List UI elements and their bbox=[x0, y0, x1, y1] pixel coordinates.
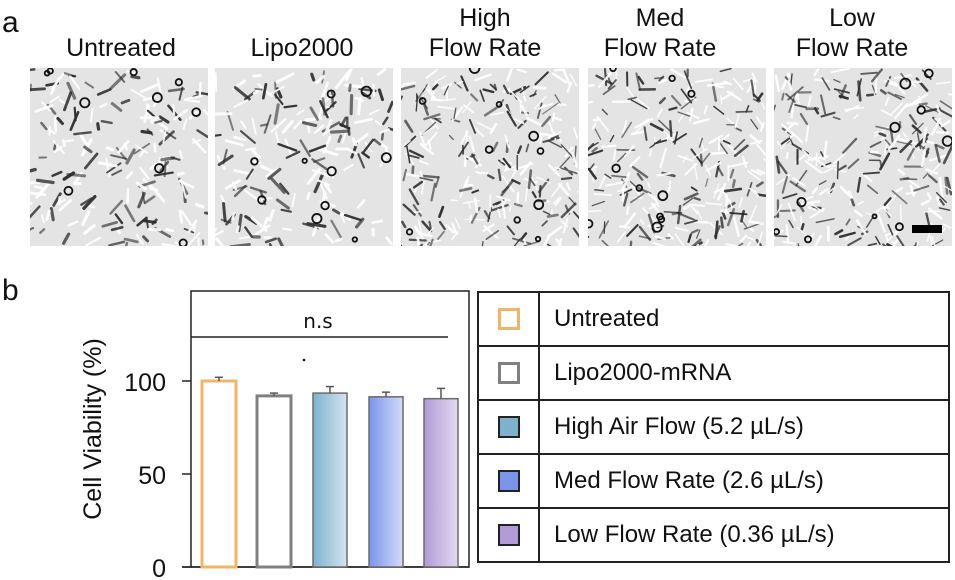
image-title-line: Untreated bbox=[66, 34, 176, 62]
bar bbox=[255, 394, 293, 569]
micrograph-texture bbox=[588, 68, 766, 246]
micrograph-texture bbox=[774, 68, 952, 246]
y-tick-label: 0 bbox=[152, 555, 166, 580]
image-title-line: Lipo2000 bbox=[250, 34, 354, 62]
legend-swatch-cell bbox=[479, 455, 540, 507]
legend-swatch-cell bbox=[479, 293, 540, 345]
legend-item: High Air Flow (5.2 µL/s) bbox=[479, 401, 948, 455]
bar bbox=[368, 396, 404, 568]
image-title-high-flow: High Flow Rate bbox=[390, 3, 580, 63]
micrograph-texture bbox=[30, 68, 208, 246]
y-tick-label: 50 bbox=[138, 462, 166, 490]
legend-item: Low Flow Rate (0.36 µL/s) bbox=[479, 509, 948, 561]
micrograph-texture bbox=[401, 68, 579, 246]
panel-a-label: a bbox=[2, 6, 19, 39]
legend-swatch bbox=[497, 362, 520, 384]
micrograph-low-flow bbox=[774, 68, 952, 246]
image-title-line: Flow Rate bbox=[603, 34, 717, 62]
micrograph-med-flow bbox=[588, 68, 766, 246]
legend-swatch bbox=[497, 524, 520, 546]
legend-label: Med Flow Rate (2.6 µL/s) bbox=[554, 467, 824, 494]
legend-label: High Air Flow (5.2 µL/s) bbox=[554, 413, 804, 440]
significance-label: n.s bbox=[303, 309, 332, 333]
legend-swatch bbox=[497, 470, 520, 492]
scale-bar bbox=[912, 225, 942, 233]
image-title-untreated: Untreated bbox=[26, 33, 216, 63]
micrograph-texture bbox=[215, 68, 393, 246]
micrograph-untreated bbox=[30, 68, 208, 246]
micrograph-lipo2000 bbox=[215, 68, 393, 246]
bar bbox=[200, 379, 238, 569]
image-title-low-flow: Low Flow Rate bbox=[757, 3, 947, 63]
image-title-lipo2000: Lipo2000 bbox=[207, 33, 397, 63]
legend-swatch-cell bbox=[479, 401, 540, 453]
y-tick-label: 100 bbox=[124, 369, 166, 397]
image-title-line: Med bbox=[635, 4, 685, 32]
image-title-line: Flow Rate bbox=[795, 34, 909, 62]
panel-b-label: b bbox=[2, 274, 19, 307]
image-title-line: High bbox=[459, 4, 511, 32]
stray-dot bbox=[302, 358, 306, 362]
legend-item: Untreated bbox=[479, 293, 948, 347]
legend-swatch-cell bbox=[479, 509, 540, 561]
legend-label: Untreated bbox=[554, 305, 660, 332]
legend-swatch bbox=[497, 308, 520, 330]
image-title-line: Flow Rate bbox=[428, 34, 542, 62]
legend-item: Med Flow Rate (2.6 µL/s) bbox=[479, 455, 948, 509]
legend-item: Lipo2000-mRNA bbox=[479, 347, 948, 401]
legend-label: Low Flow Rate (0.36 µL/s) bbox=[554, 521, 835, 548]
image-title-line: Low bbox=[829, 4, 875, 32]
chart-legend: Untreated Lipo2000-mRNA High Air Flow (5… bbox=[477, 291, 950, 563]
micrograph-high-flow bbox=[401, 68, 579, 246]
bar bbox=[423, 397, 459, 568]
bar bbox=[312, 392, 348, 568]
legend-swatch bbox=[497, 416, 520, 438]
y-axis-label: Cell Viability (%) bbox=[79, 338, 107, 520]
legend-swatch-cell bbox=[479, 347, 540, 399]
image-title-med-flow: Med Flow Rate bbox=[565, 3, 755, 63]
legend-label: Lipo2000-mRNA bbox=[554, 359, 732, 386]
